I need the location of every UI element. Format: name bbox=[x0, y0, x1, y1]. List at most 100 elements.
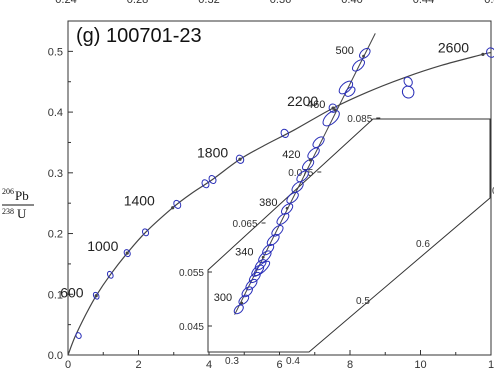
data-ellipse bbox=[403, 76, 413, 87]
concordia-age-label: 1000 bbox=[87, 238, 118, 254]
inset-frame bbox=[207, 118, 491, 353]
inset-y-tick-label: 0.065 bbox=[233, 219, 258, 230]
concordia-age-tick bbox=[171, 206, 175, 210]
inset-data-ellipse bbox=[322, 110, 340, 127]
y-tick-label: 0.3 bbox=[48, 168, 63, 180]
data-ellipse bbox=[208, 174, 217, 185]
inset-age-tick bbox=[333, 108, 337, 112]
inset-age-tick bbox=[240, 301, 244, 305]
x-tick-label: 4 bbox=[206, 359, 212, 369]
inset-data-ellipse bbox=[276, 212, 290, 225]
y-tick-label: 0.1 bbox=[48, 289, 63, 301]
x-tick-label: 8 bbox=[347, 359, 353, 369]
y-tick-label: 0.4 bbox=[48, 107, 63, 119]
data-ellipse bbox=[106, 270, 114, 279]
inset-data-ellipse bbox=[281, 203, 294, 215]
concordia-age-label: 1400 bbox=[124, 193, 155, 209]
inset-data-ellipse bbox=[291, 181, 304, 193]
y-tick-label: 0.0 bbox=[48, 350, 63, 362]
inset-y-tick-label: 0.055 bbox=[179, 268, 204, 279]
concordia-age-ticks: 600 1000 1400 1800 2200 2600 bbox=[60, 39, 485, 301]
x-tick-label: 1 bbox=[488, 359, 494, 369]
inset-data-ellipse bbox=[245, 278, 258, 291]
top-tick-label: 0.24 bbox=[55, 0, 76, 6]
svg-text:Pb: Pb bbox=[15, 188, 29, 203]
concordia-age-tick bbox=[125, 251, 129, 255]
inset-y-tick-label: 0.085 bbox=[347, 114, 372, 125]
inset-x-tick-label: 0.3 bbox=[225, 356, 239, 367]
inset-age-label: 420 bbox=[282, 149, 300, 161]
top-tick-label: 0.32 bbox=[198, 0, 219, 6]
concordia-age-label: 2600 bbox=[438, 39, 469, 55]
data-ellipse bbox=[486, 47, 494, 58]
inset-data-ellipse bbox=[241, 286, 253, 298]
y-tick-label: 0.2 bbox=[48, 229, 63, 241]
data-ellipses bbox=[75, 47, 494, 339]
x-tick-label: 6 bbox=[276, 359, 282, 369]
inset-age-tick bbox=[362, 54, 365, 58]
inset-age-label: 380 bbox=[259, 197, 277, 209]
concordia-age-tick bbox=[481, 52, 485, 56]
top-tick-label: 0.36 bbox=[270, 0, 291, 6]
y-axis: 0.0 0.1 0.2 0.3 0.4 0.5 bbox=[48, 20, 73, 362]
inset-y-tick-label: 0.075 bbox=[288, 168, 313, 179]
inset-x-tick-label: 0.5 bbox=[356, 296, 370, 307]
data-ellipse bbox=[142, 228, 150, 237]
inset-data-ellipse bbox=[286, 191, 299, 204]
data-ellipse bbox=[173, 199, 182, 209]
inset-data-ellipse bbox=[253, 260, 271, 277]
data-ellipse bbox=[280, 128, 290, 138]
top-tick-label: 0.48 bbox=[484, 0, 494, 6]
y-axis-label: 206 Pb 238 U bbox=[2, 187, 34, 221]
svg-text:U: U bbox=[17, 206, 27, 221]
x-tick-label: 0 bbox=[65, 359, 71, 369]
x-tick-label: 10 bbox=[414, 359, 426, 369]
inset-age-label: 300 bbox=[214, 292, 232, 304]
concordia-age-tick bbox=[94, 294, 98, 298]
inset-data-ellipse bbox=[359, 47, 371, 59]
x-axis: 0 2 4 6 8 10 1 bbox=[65, 350, 494, 369]
inset-y-tick-label: 0.045 bbox=[179, 322, 204, 333]
svg-text:238: 238 bbox=[2, 207, 14, 216]
top-tick-labels: 0.24 0.28 0.32 0.36 0.40 0.44 0.48 bbox=[55, 0, 494, 6]
inset-age-label: 500 bbox=[336, 45, 354, 57]
x-tick-label: 2 bbox=[135, 359, 141, 369]
concordia-age-label: 2200 bbox=[287, 93, 318, 109]
data-ellipse bbox=[123, 249, 131, 258]
inset-age-tick bbox=[285, 206, 289, 210]
concordia-age-tick bbox=[238, 157, 242, 161]
data-ellipse bbox=[75, 332, 82, 339]
data-ellipse bbox=[201, 179, 210, 189]
inset-age-tick bbox=[308, 158, 312, 162]
inset-data-ellipse bbox=[271, 224, 284, 237]
inset-axes: 0.045 0.055 0.065 0.075 0.085 0.3 0.4 0.5 0.6 0.7 bbox=[179, 114, 494, 367]
svg-text:206: 206 bbox=[2, 187, 14, 196]
data-ellipse bbox=[92, 291, 100, 300]
concordia-age-label: 1800 bbox=[197, 144, 228, 160]
top-tick-label: 0.28 bbox=[127, 0, 148, 6]
inset-data-ellipse bbox=[352, 59, 365, 72]
data-ellipse bbox=[328, 103, 338, 113]
inset-x-tick-label: 0.7 bbox=[492, 186, 494, 197]
inset-data-ellipse bbox=[296, 170, 309, 183]
concordia-age-label: 600 bbox=[60, 285, 84, 301]
inset-age-label: 340 bbox=[235, 246, 253, 258]
data-ellipse bbox=[401, 85, 415, 99]
inset-data-ellipse bbox=[312, 136, 325, 148]
inset-concordia-age-ticks: 300 340 380 420 460 500 bbox=[214, 45, 365, 305]
inset-data-ellipse bbox=[302, 159, 315, 171]
inset-x-tick-label: 0.6 bbox=[416, 239, 430, 250]
inset-data-ellipse bbox=[344, 86, 356, 97]
inset-data-ellipses bbox=[233, 47, 371, 315]
top-tick-label: 0.44 bbox=[413, 0, 434, 6]
inset-data-ellipse bbox=[233, 304, 244, 315]
data-ellipse bbox=[235, 154, 245, 164]
inset-x-tick-label: 0.4 bbox=[286, 356, 300, 367]
inset-data-ellipse bbox=[338, 80, 354, 95]
concordia-age-tick bbox=[331, 106, 335, 110]
top-tick-label: 0.40 bbox=[341, 0, 362, 6]
chart-title: (g) 100701-23 bbox=[76, 25, 202, 47]
inset-data-ellipse bbox=[307, 147, 320, 160]
inset-data-ellipse bbox=[258, 250, 272, 264]
